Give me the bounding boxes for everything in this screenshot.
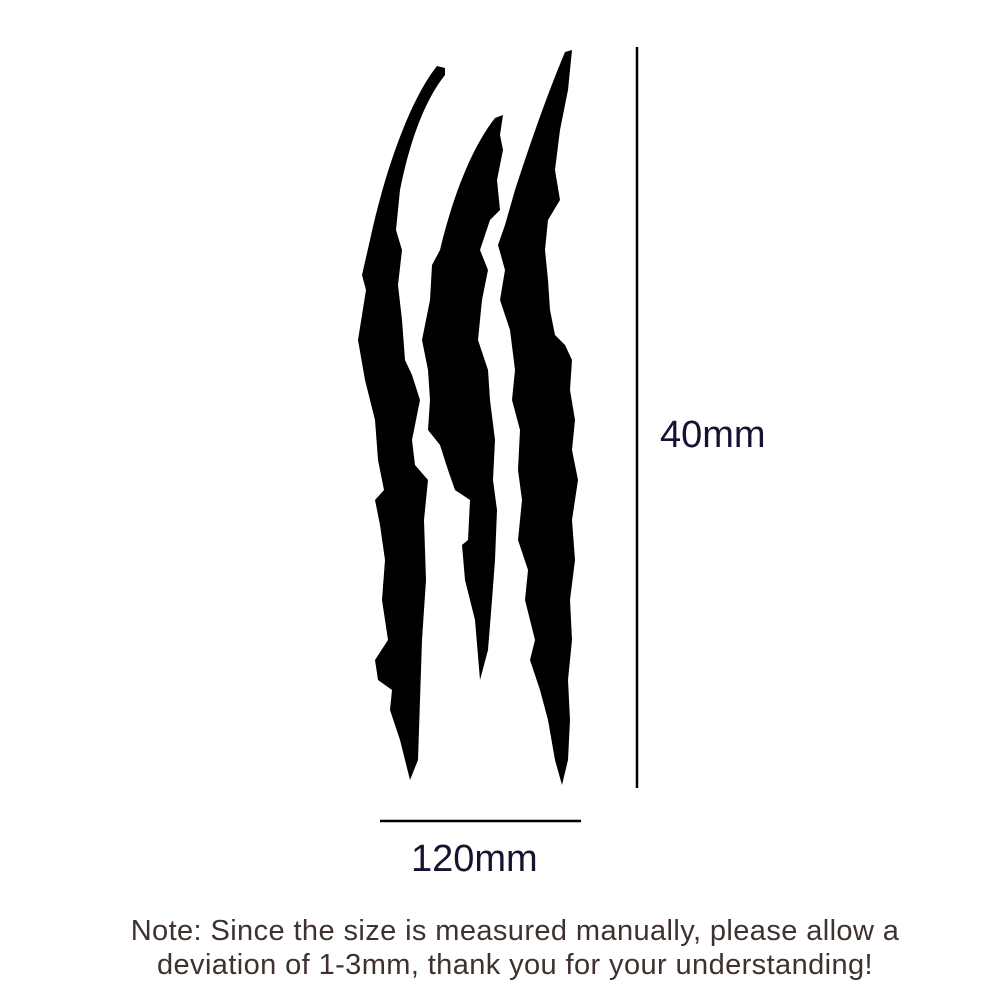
claw-mark-middle bbox=[422, 115, 503, 680]
note-line-2: deviation of 1-3mm, thank you for your u… bbox=[157, 949, 873, 981]
width-label: 120mm bbox=[411, 838, 538, 880]
note-line-1: Note: Since the size is measured manuall… bbox=[130, 915, 900, 947]
height-label: 40mm bbox=[660, 414, 766, 456]
claw-mark-right bbox=[498, 50, 578, 785]
claw-mark-left bbox=[358, 66, 445, 780]
measurement-note: Note: Since the size is measured manuall… bbox=[0, 914, 1000, 982]
